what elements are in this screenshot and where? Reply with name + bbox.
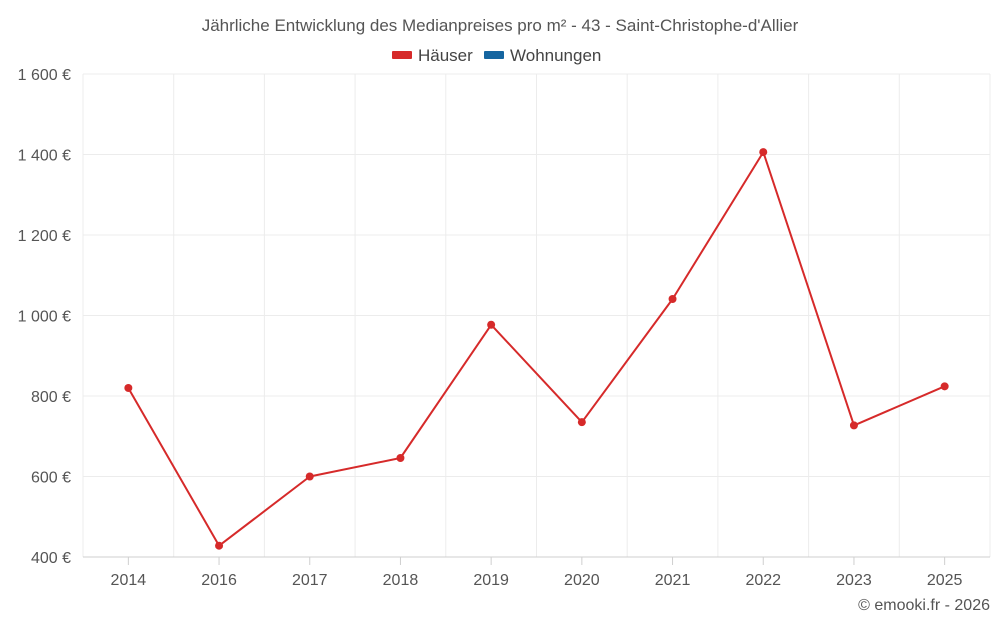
series-line-0 <box>127 151 945 547</box>
data-point[interactable] <box>396 453 405 462</box>
x-tick-label: 2023 <box>836 572 872 589</box>
data-point[interactable] <box>849 421 858 430</box>
x-tick-label: 2014 <box>111 572 147 589</box>
y-tick-label: 1 400 € <box>18 148 71 165</box>
chart-title: Jährliche Entwicklung des Medianpreises … <box>202 16 799 35</box>
x-tick-label: 2017 <box>292 572 328 589</box>
y-axis: 400 € 600 € 800 € 1 000 € 1 200 € 1 400 € 1 60… <box>18 67 71 567</box>
y-tick-label: 1 200 € <box>18 228 71 245</box>
y-tick-label: 800 € <box>31 389 71 406</box>
grid <box>82 73 991 557</box>
y-tick-label: 1 600 € <box>18 67 71 84</box>
x-tick-label: 2018 <box>383 572 419 589</box>
x-tick-label: 2019 <box>473 572 509 589</box>
x-axis: 2014 2016 2017 2018 2019 2020 2021 2022 2023 2025 <box>83 556 990 589</box>
data-point[interactable] <box>124 383 133 392</box>
data-point[interactable] <box>577 418 586 427</box>
data-point[interactable] <box>215 541 224 550</box>
legend-label-wohnungen[interactable]: Wohnungen <box>510 46 601 65</box>
x-tick-label: 2016 <box>201 572 237 589</box>
legend-swatch-wohnungen <box>484 51 504 59</box>
data-point[interactable] <box>940 382 949 391</box>
x-tick-label: 2020 <box>564 572 600 589</box>
data-point[interactable] <box>487 320 496 329</box>
x-tick-label: 2025 <box>927 572 963 589</box>
data-point[interactable] <box>305 472 314 481</box>
y-tick-label: 400 € <box>31 550 71 567</box>
legend-swatch-haeuser <box>392 51 412 59</box>
legend: Häuser Wohnungen <box>392 46 601 65</box>
data-point[interactable] <box>668 294 677 303</box>
x-tick-label: 2021 <box>655 572 691 589</box>
credit-text: © emooki.fr - 2026 <box>858 597 990 614</box>
series-layer <box>124 148 949 550</box>
x-tick-label: 2022 <box>745 572 781 589</box>
data-point[interactable] <box>759 148 768 157</box>
y-tick-label: 600 € <box>31 470 71 487</box>
legend-label-haeuser[interactable]: Häuser <box>418 46 473 65</box>
y-tick-label: 1 000 € <box>18 309 71 326</box>
